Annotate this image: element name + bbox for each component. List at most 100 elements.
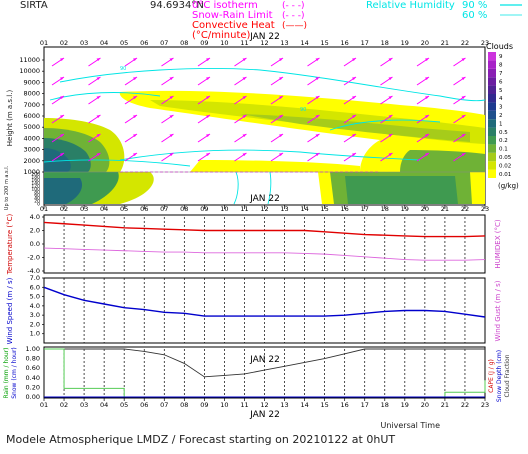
wind-arrow-head: [315, 58, 320, 61]
colorbar: 0.01 0.02 0.05 0.1 0.2 0.5 1 2 3 4 5 6 7 8 9: [488, 52, 512, 178]
model-caption: Modele Atmospherique LMDZ / Forecast sta…: [6, 433, 395, 446]
date-label-precip: JAN 22: [249, 355, 280, 365]
colorbar-cell: [488, 102, 496, 111]
date-label-mid: JAN 22: [249, 194, 280, 204]
wind-arrow-head: [279, 77, 283, 80]
wind-arrow-head: [60, 58, 64, 61]
colorbar-label: 1: [499, 121, 503, 127]
hour-tick-label: 08: [180, 401, 188, 409]
wind-arrow-head: [96, 115, 101, 118]
series-line: [43, 286, 486, 318]
cloud-y-tick-label: 1000: [23, 168, 40, 176]
cloud-region: [44, 148, 71, 172]
wind-arrow-head: [206, 134, 210, 137]
hour-tick-label: 15: [320, 401, 328, 409]
hour-tick-label: 03: [80, 39, 88, 47]
rain-ylabel: Rain (mm / hour): [3, 347, 10, 398]
wind-arrow-head: [388, 58, 393, 61]
cloud-y-low-label: 20: [34, 199, 40, 205]
wind-arrow-head: [279, 58, 283, 61]
hour-tick-label: 19: [401, 39, 409, 47]
hour-tick-label: 21: [441, 39, 449, 47]
rh-contour: [329, 119, 441, 131]
wind-arrow-head: [133, 153, 137, 156]
hour-tick-label: 11: [240, 39, 248, 47]
hour-tick-label: 09: [200, 401, 208, 409]
y-tick-label: 0.40: [26, 374, 40, 382]
wind-arrows: [51, 57, 466, 162]
colorbar-label: 0.01: [499, 172, 511, 178]
hour-tick-label: 22: [461, 401, 469, 409]
colorbar-label: 3: [499, 105, 503, 111]
y-tick-label: 3.0: [30, 311, 40, 319]
legend-right: Relative Humidity 90 %60 %: [366, 0, 522, 21]
wind-arrow-head: [425, 96, 429, 99]
universal-time-label: Universal Time: [380, 421, 440, 430]
colorbar-cell: [488, 136, 496, 145]
colorbar-cell: [488, 52, 496, 61]
cloud-region: [240, 114, 470, 142]
site-coords: 94.6934°N: [150, 0, 204, 11]
series-line: [43, 221, 486, 238]
wind-arrow-head: [133, 134, 137, 137]
colorbar-cell: [488, 110, 496, 120]
temperature-ylabel: Temperature (°C): [6, 214, 14, 276]
cloud-region: [190, 160, 360, 172]
hour-tick-label: 02: [60, 401, 68, 409]
y-tick-label: -4.0: [27, 267, 40, 275]
rh-contour: [119, 149, 421, 161]
wind-arrow-head: [388, 115, 393, 118]
wind-arrow-head: [242, 96, 247, 99]
date-label-top: JAN 22: [249, 32, 280, 42]
cloud-y-tick-label: 6000: [23, 112, 40, 120]
wind-arrow-head: [96, 153, 101, 156]
wind-arrow-head: [242, 134, 247, 137]
wind-arrow-head: [388, 77, 393, 80]
rh-contour: [267, 171, 272, 205]
cloud-region: [345, 176, 458, 204]
wind-ylabel: Wind Speed (m / s): [6, 277, 14, 344]
cloud-y-tick-label: 8000: [23, 90, 40, 98]
hour-tick-label: 04: [100, 401, 108, 409]
cloud-y-ticks: 1000 2000 3000 4000 5000 6000 7000 8000 9000 1000…: [19, 56, 44, 176]
y-tick-label: 1.00: [26, 345, 40, 353]
colorbar-label: 0.2: [499, 138, 508, 144]
wind-arrow-head: [279, 115, 283, 118]
hour-tick-label: 10: [220, 401, 228, 409]
wind-arrow-head: [352, 153, 356, 156]
legend-left-sample: (- - -): [282, 1, 305, 11]
hour-tick-label: 07: [160, 39, 168, 47]
colorbar-cell: [488, 161, 496, 170]
cloud-y-tick-label: 11000: [19, 56, 40, 64]
colorbar-label: 2: [499, 113, 503, 119]
legend-left-label: 0°C isotherm: [192, 0, 258, 11]
wind-arrow-head: [352, 134, 356, 137]
cloud-fraction-ylabel: Cloud Fraction: [504, 354, 511, 397]
temperature-panel: 4.0 2.0 0.0 -2.0 -4.0 Temperature (°C) HUMID…: [6, 213, 502, 275]
precip-lines: [44, 348, 486, 398]
wind-arrow-head: [461, 96, 466, 99]
cloud-y-low-label: 40: [34, 196, 40, 202]
rh-contour-label: 90: [120, 66, 126, 72]
wind-arrow-head: [425, 153, 429, 156]
colorbar-label: 8: [499, 63, 503, 69]
rh-contour: [59, 68, 486, 102]
colorbar-cell: [488, 94, 496, 103]
gust-ylabel: Wind Gust (m / s): [494, 280, 502, 341]
hour-tick-label: 17: [361, 401, 369, 409]
wind-arrow-head: [315, 153, 320, 156]
y-tick-label: 6.0: [30, 283, 40, 291]
y-tick-label: 4.0: [30, 302, 40, 310]
snow-ylabel: Snow (cm / hour): [11, 347, 18, 399]
wind-arrow-head: [352, 115, 356, 118]
colorbar-cell: [488, 85, 496, 94]
wind-arrow-head: [279, 153, 283, 156]
snow-depth-ylabel: Snow Depth (cm): [496, 350, 503, 402]
legend-left-sample: (——): [282, 21, 307, 31]
hour-tick-label: 08: [180, 39, 188, 47]
colorbar-cell: [488, 152, 496, 162]
precip-y-ticks: 1.00 0.800.60 0.400.20 0.00: [26, 345, 40, 401]
cloud-y-tick-label: 7000: [23, 101, 40, 109]
